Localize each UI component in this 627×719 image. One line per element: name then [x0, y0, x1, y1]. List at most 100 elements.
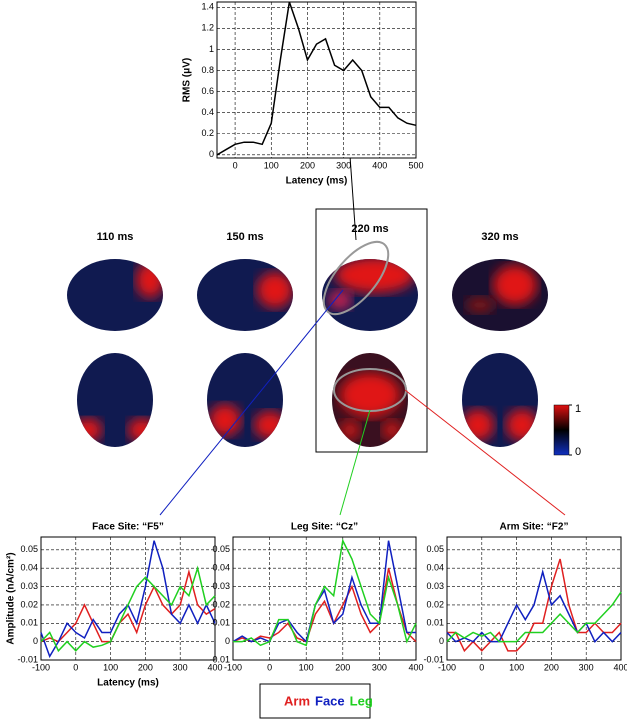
y-tick-label: -0.01 — [209, 654, 230, 664]
y-tick-label: 0.4 — [201, 107, 214, 117]
brain-lateral — [452, 259, 548, 331]
y-tick-label: 0.01 — [20, 618, 38, 628]
x-tick-label: 500 — [408, 160, 423, 170]
roi-ellipse — [322, 240, 390, 316]
brain-top — [462, 353, 538, 447]
series-line — [40, 565, 216, 653]
series-line — [446, 568, 622, 643]
x-tick-label: 400 — [408, 662, 423, 672]
x-tick-label: 0 — [233, 160, 238, 170]
y-tick-label: 0.04 — [20, 563, 38, 573]
chart-title: Arm Site: “F2” — [500, 522, 569, 533]
series-line — [232, 540, 416, 644]
map-label: 220 ms — [351, 223, 388, 235]
x-tick-label: -100 — [32, 662, 50, 672]
y-tick-label: 1.4 — [201, 2, 214, 12]
x-tick-label: 200 — [335, 662, 350, 672]
y-tick-label: 0.05 — [426, 544, 444, 554]
brain-top — [207, 353, 283, 447]
map-label: 110 ms — [97, 231, 134, 243]
y-tick-label: 0.04 — [212, 563, 230, 573]
plot-area — [40, 536, 216, 661]
connector — [404, 389, 566, 516]
series-line — [446, 591, 622, 643]
legend — [259, 683, 371, 719]
brain-lateral — [197, 259, 293, 331]
plot-area — [216, 1, 417, 159]
x-tick-label: 200 — [300, 160, 315, 170]
y-tick-label: 0 — [209, 149, 214, 159]
y-tick-label: 0.05 — [20, 544, 38, 554]
x-tick-label: 400 — [372, 160, 387, 170]
series-line — [233, 538, 417, 647]
colorbar-label: 0 — [575, 446, 581, 458]
x-tick-label: 200 — [138, 662, 153, 672]
y-tick-label: 0.8 — [201, 65, 214, 75]
x-tick-label: 400 — [613, 662, 627, 672]
chart: -100 0 100 200 300 400-0.0100.010.020.030.040… — [209, 522, 423, 673]
y-tick-label: 0.01 — [212, 618, 230, 628]
y-tick-label: 1 — [209, 44, 214, 54]
series-line — [447, 558, 622, 653]
y-tick-label: 0.01 — [426, 618, 444, 628]
brain-maps — [67, 99, 570, 516]
map-label: 150 ms — [226, 231, 263, 243]
y-tick-label: -0.01 — [423, 654, 444, 664]
y-tick-label: 0.02 — [212, 599, 230, 609]
x-axis-label: Latency (ms) — [97, 678, 159, 689]
y-tick-label: 0 — [439, 636, 444, 646]
y-tick-label: 0.02 — [20, 599, 38, 609]
chart-title: Face Site: “F5” — [92, 522, 164, 533]
y-tick-label: 0.6 — [201, 86, 214, 96]
y-tick-label: 1.2 — [201, 23, 214, 33]
x-tick-label: 0 — [73, 662, 78, 672]
y-tick-label: 0.2 — [201, 128, 214, 138]
series-line — [232, 568, 417, 643]
legend-label: Arm — [284, 693, 310, 708]
x-tick-label: 100 — [509, 662, 524, 672]
x-tick-label: 100 — [103, 662, 118, 672]
x-tick-label: -100 — [438, 662, 456, 672]
y-tick-label: 0.03 — [212, 581, 230, 591]
brain-lateral — [322, 259, 418, 331]
x-tick-label: 0 — [267, 662, 272, 672]
y-tick-label: -0.01 — [17, 654, 38, 664]
chart: -100 0 100 200 300 400 -0.01 0 0.01 0.02 0.03 0.04 0… — [6, 522, 223, 689]
chart: -100 0 100 200 300 400 -0.01 0 0.01 0.02 0.03 0.04 0… — [423, 522, 627, 673]
y-tick-label: 0.02 — [426, 599, 444, 609]
series-line — [216, 1, 417, 156]
y-tick-label: 0.03 — [426, 581, 444, 591]
x-tick-label: 400 — [207, 662, 222, 672]
map-label: 320 ms — [481, 231, 518, 243]
x-tick-label: 300 — [336, 160, 351, 170]
x-tick-label: 300 — [579, 662, 594, 672]
colorbar — [553, 404, 570, 456]
y-axis-label: Amplitude (nA/cm²) — [6, 552, 17, 644]
y-tick-label: 0.04 — [426, 563, 444, 573]
y-tick-label: 0 — [225, 636, 230, 646]
colorbar-label: 1 — [575, 403, 581, 415]
chart-title: Leg Site: “Cz” — [291, 522, 358, 533]
x-tick-label: 100 — [299, 662, 314, 672]
x-tick-label: -100 — [224, 662, 242, 672]
legend-label: Leg — [350, 693, 373, 708]
brain-lateral — [67, 259, 163, 331]
brain-top — [77, 353, 153, 447]
x-tick-label: 300 — [372, 662, 387, 672]
x-tick-label: 100 — [264, 160, 279, 170]
x-axis-label: Latency (ms) — [286, 176, 348, 187]
connector — [159, 289, 344, 516]
x-tick-label: 0 — [479, 662, 484, 672]
y-axis-label: RMS (μV) — [182, 58, 193, 102]
y-tick-label: 0.05 — [212, 544, 230, 554]
y-tick-label: 0.03 — [20, 581, 38, 591]
x-tick-label: 300 — [173, 662, 188, 672]
series-line — [40, 568, 216, 643]
x-tick-label: 200 — [544, 662, 559, 672]
chart: 0 100 200 300 400 500 0 0.2 0.4 0.6 0.8 1 1.2 1.4 Late… — [182, 1, 424, 187]
legend-label: Face — [315, 693, 345, 708]
y-tick-label: 0 — [33, 636, 38, 646]
connector — [339, 409, 371, 516]
highlight-box — [315, 208, 428, 453]
